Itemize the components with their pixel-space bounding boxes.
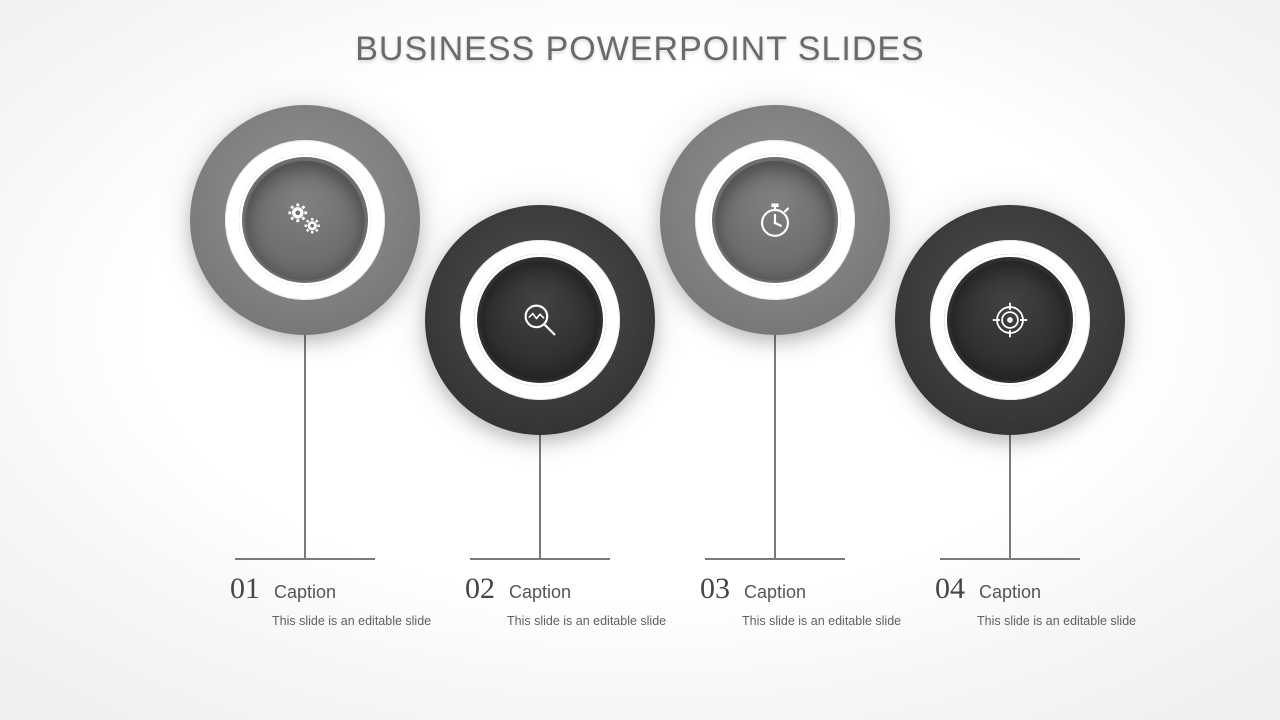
disc: [190, 105, 420, 335]
caption-label: Caption: [979, 582, 1041, 603]
stem-base: [940, 558, 1080, 560]
caption-row: 03 Caption: [700, 572, 960, 606]
stem: [304, 330, 306, 558]
caption-row: 02 Caption: [465, 572, 725, 606]
disc: [660, 105, 890, 335]
disc-inner: [716, 161, 834, 279]
disc-inner: [951, 261, 1069, 379]
stem-base: [235, 558, 375, 560]
disc-inner: [481, 261, 599, 379]
stopwatch-icon: [752, 197, 798, 243]
caption-number: 01: [230, 572, 260, 606]
caption-label: Caption: [509, 582, 571, 603]
disc: [895, 205, 1125, 435]
caption-row: 01 Caption: [230, 572, 490, 606]
stem-base: [470, 558, 610, 560]
caption-desc: This slide is an editable slide: [977, 612, 1157, 630]
disc: [425, 205, 655, 435]
magnify-icon: [517, 297, 563, 343]
caption-desc: This slide is an editable slide: [507, 612, 687, 630]
target-icon: [987, 297, 1033, 343]
stem: [539, 430, 541, 558]
caption-row: 04 Caption: [935, 572, 1195, 606]
stem-base: [705, 558, 845, 560]
caption-number: 03: [700, 572, 730, 606]
disc-inner: [246, 161, 364, 279]
caption-desc: This slide is an editable slide: [742, 612, 922, 630]
caption-label: Caption: [744, 582, 806, 603]
caption-number: 04: [935, 572, 965, 606]
stem: [774, 330, 776, 558]
caption-desc: This slide is an editable slide: [272, 612, 452, 630]
gears-icon: [282, 197, 328, 243]
caption-number: 02: [465, 572, 495, 606]
stem: [1009, 430, 1011, 558]
caption-label: Caption: [274, 582, 336, 603]
infographic-stage: 01 Caption This slide is an editable slide…: [0, 0, 1280, 720]
